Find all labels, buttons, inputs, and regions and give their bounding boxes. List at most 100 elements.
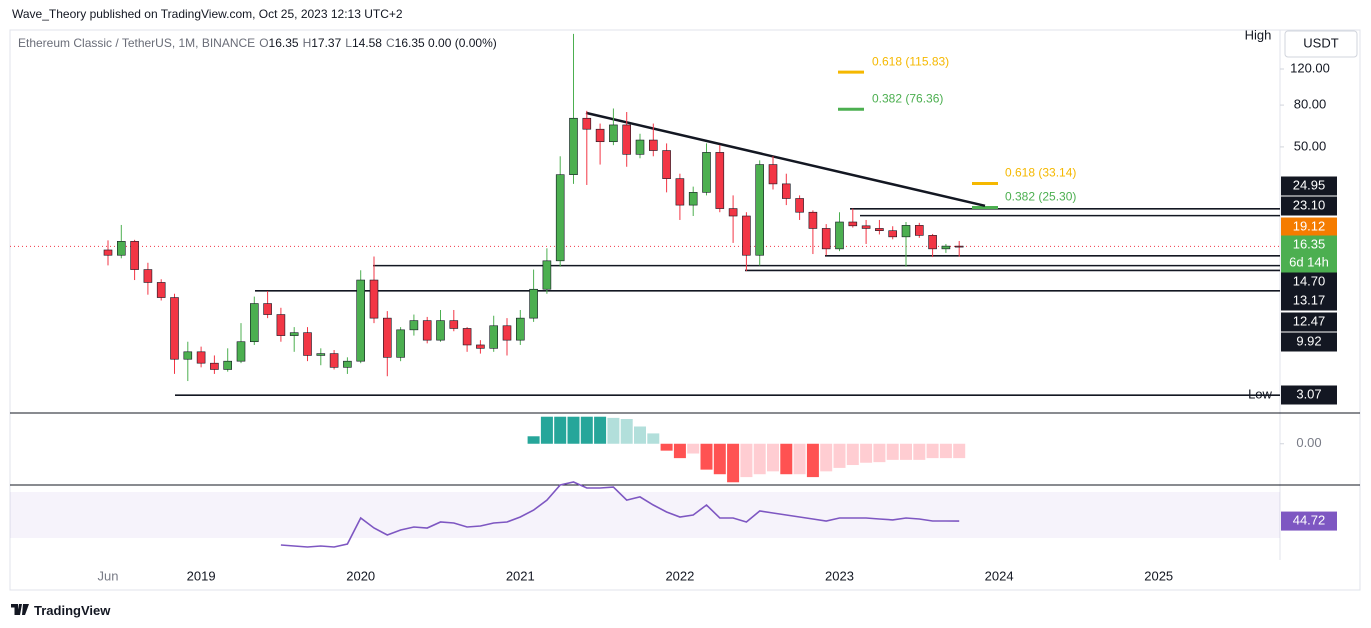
macd-bar	[753, 443, 766, 475]
price-label-box	[1281, 176, 1337, 196]
candle-body	[808, 211, 818, 229]
candle-body	[343, 360, 352, 368]
macd-bar	[700, 443, 713, 470]
macd-bar	[647, 433, 660, 444]
fib-label: 0.618 (33.14)	[1005, 166, 1076, 180]
candle-body	[156, 282, 166, 298]
rsi-label: 44.72	[1293, 513, 1326, 528]
candle-body	[183, 351, 193, 360]
macd-bar	[780, 443, 793, 475]
candle-body	[742, 215, 751, 256]
macd-bar	[953, 443, 966, 459]
candle-body	[848, 221, 858, 227]
price-label-box	[1281, 196, 1337, 216]
candle-body	[303, 332, 312, 356]
price-label: 14.70	[1293, 273, 1326, 288]
price-label-box	[1281, 291, 1337, 311]
macd-bar	[673, 443, 686, 459]
ohlc-key: L	[345, 36, 352, 50]
currency-box[interactable]	[1284, 30, 1358, 58]
ohlc-value: 14.58	[351, 36, 382, 50]
macd-bar	[713, 443, 726, 475]
frame	[9, 29, 1361, 591]
candle-body	[329, 353, 339, 368]
macd-bar	[540, 416, 553, 444]
macd-bar	[687, 443, 700, 454]
candle-body	[476, 344, 485, 349]
candle-body	[382, 317, 392, 358]
fib-label: 0.382 (25.30)	[1005, 190, 1076, 204]
candle-body	[210, 362, 219, 370]
candle-body	[316, 353, 326, 356]
macd-bar	[939, 443, 952, 459]
macd-bar	[793, 443, 806, 475]
candle-body	[515, 317, 525, 341]
candle-body	[635, 139, 645, 155]
x-tick-label: 2024	[985, 568, 1014, 583]
price-label: 19.12	[1293, 218, 1326, 233]
rsi-label-box	[1281, 511, 1337, 531]
candle-body	[702, 152, 711, 193]
price-label: 12.47	[1293, 313, 1326, 328]
candle-body	[954, 245, 964, 248]
high-label: High	[1245, 27, 1272, 42]
candle-body	[622, 124, 632, 155]
ohlc-key: H	[302, 36, 312, 50]
macd-bar	[727, 443, 740, 483]
low-label: Low	[1248, 386, 1272, 401]
candle-body	[263, 303, 272, 315]
candle-body	[728, 208, 738, 217]
rsi-line	[280, 481, 960, 548]
footer: TradingView	[34, 603, 111, 618]
candle-body	[569, 117, 578, 175]
candle-body	[196, 351, 206, 364]
candle-body	[103, 249, 113, 256]
symbol: Ethereum Classic / TetherUS, 1M, BINANCE	[18, 36, 256, 50]
candle-body	[662, 150, 671, 179]
candle-body	[875, 228, 884, 231]
price-label-box	[1281, 332, 1337, 352]
logo	[11, 604, 29, 615]
ohlc: O16.35 H17.37 L14.58 C16.35	[255, 36, 425, 50]
x-tick-label: 2020	[346, 568, 375, 583]
x-tick-label: Jun	[98, 568, 119, 583]
macd-bar	[607, 417, 620, 444]
macd-bar	[620, 419, 633, 444]
candle-body	[941, 245, 951, 250]
macd-bar	[660, 443, 673, 451]
x-tick-label: 2023	[825, 568, 854, 583]
y-tick-label: 0.00	[1296, 435, 1321, 450]
ohlc-value: 16.35	[268, 36, 299, 50]
candle-body	[289, 332, 299, 336]
candle-body	[422, 320, 432, 341]
y-tick-label: 120.00	[1290, 60, 1330, 75]
candle-body	[436, 320, 445, 341]
candle-body	[117, 241, 126, 256]
candle-body	[928, 235, 937, 250]
candle-body	[223, 360, 232, 370]
price-label-box	[1281, 235, 1337, 274]
candle-body	[250, 303, 259, 343]
x-tick-label: 2025	[1144, 568, 1173, 583]
candle-body	[781, 183, 791, 199]
candle-body	[449, 320, 459, 329]
macd-bar	[740, 443, 753, 478]
macd-bar	[527, 436, 540, 444]
x-tick-label: 2022	[665, 568, 694, 583]
candle-body	[648, 139, 658, 151]
candle-body	[688, 192, 698, 206]
candle-body	[542, 260, 552, 290]
macd-bar	[634, 426, 646, 444]
macd-bar	[900, 443, 912, 460]
trendline	[585, 111, 986, 208]
candle-body	[835, 221, 844, 250]
candle-body	[595, 128, 605, 143]
macd-bar	[580, 416, 593, 444]
candle-body	[715, 152, 725, 209]
macd-bar	[833, 443, 846, 468]
candle-body	[914, 225, 924, 236]
macd-bar	[846, 443, 859, 466]
price-label: 13.17	[1293, 292, 1326, 307]
candle-body	[462, 328, 472, 346]
